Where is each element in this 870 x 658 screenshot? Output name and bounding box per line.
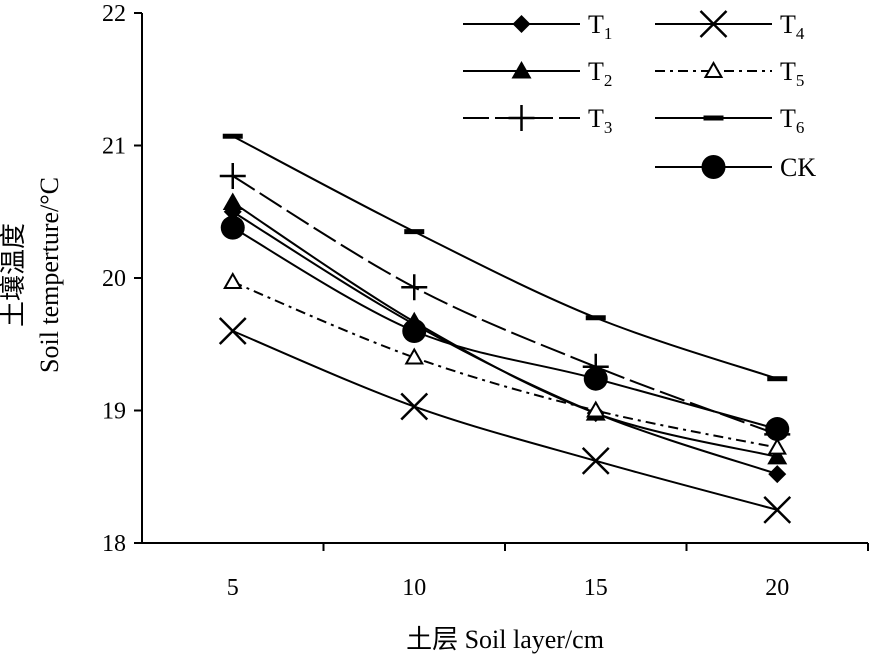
series-line-t2 [232, 201, 778, 458]
data-point-t4 [763, 495, 792, 524]
data-point-t5 [767, 437, 787, 455]
legend-item-t6: T6 [655, 104, 804, 137]
y-tick-label: 18 [102, 531, 126, 557]
legend-label: CK [780, 153, 816, 182]
legend-marker [512, 15, 531, 33]
data-point-ck [765, 417, 790, 442]
axes [141, 13, 868, 544]
legend-item-t5: T5 [655, 57, 804, 90]
legend-item-t2: T2 [463, 57, 612, 90]
legend-label: T6 [780, 104, 804, 137]
legend-marker [699, 10, 728, 38]
series-t5 [223, 271, 787, 455]
legend-marker [511, 61, 532, 79]
legend-item-ck: CK [655, 153, 816, 182]
data-point-t3 [401, 274, 428, 301]
series-line-ck [232, 226, 778, 431]
y-tick-label: 20 [102, 266, 126, 292]
data-point-t2 [767, 446, 788, 465]
x-tick-label: 5 [227, 575, 239, 601]
legend-item-t3: T3 [463, 104, 612, 137]
series-line-t4 [232, 330, 778, 511]
x-tick-label: 15 [584, 575, 608, 601]
legend-item-t1: T1 [463, 10, 612, 43]
legend-label: T5 [780, 57, 804, 90]
data-point-t2 [222, 192, 243, 210]
data-point-t5 [223, 271, 243, 289]
legend-label: T2 [588, 57, 612, 90]
y-axis-title-en: Soil temperture/°C [35, 177, 64, 373]
legend-label: T3 [588, 104, 612, 137]
series-layer [218, 133, 792, 524]
data-point-t6 [404, 229, 425, 235]
x-tick-label: 20 [765, 575, 789, 601]
y-axis-title-cn: 土壤温度 [0, 223, 28, 327]
data-point-t5 [586, 400, 606, 418]
legend-label: T4 [780, 10, 805, 43]
legend-marker [703, 60, 724, 78]
legend: T1 T2 T3 T4 T5 T6 CK [463, 10, 816, 182]
legend-marker [701, 155, 726, 179]
series-t6 [222, 133, 788, 382]
series-line-t3 [232, 175, 778, 436]
legend-marker [703, 115, 724, 121]
series-t3 [219, 162, 791, 448]
x-ticks: 5 10 15 20 [227, 543, 869, 601]
series-t4 [218, 317, 792, 524]
series-line-t5 [232, 281, 778, 449]
data-point-t4 [581, 446, 610, 475]
y-tick-label: 21 [102, 134, 126, 160]
data-point-t3 [219, 162, 246, 189]
legend-marker [508, 105, 535, 131]
legend-label: T1 [588, 10, 612, 43]
x-tick-label: 10 [402, 575, 426, 601]
series-line-t6 [232, 135, 778, 380]
data-point-t1 [768, 465, 787, 484]
data-point-t6 [585, 315, 606, 321]
data-point-ck [220, 215, 245, 240]
data-point-t4 [218, 317, 247, 345]
legend-item-t4: T4 [655, 10, 805, 43]
y-tick-label: 22 [102, 1, 126, 27]
data-point-ck [402, 319, 427, 343]
series-ck [220, 215, 790, 442]
data-point-t6 [222, 133, 243, 139]
data-point-ck [583, 366, 608, 391]
series-t2 [222, 192, 788, 465]
x-axis-title: 土层 Soil layer/cm [406, 625, 604, 654]
data-point-t4 [400, 392, 429, 421]
y-tick-label: 19 [102, 399, 126, 425]
y-ticks: 18 19 20 21 22 [102, 1, 142, 557]
data-point-t6 [767, 376, 788, 382]
data-point-t5 [404, 347, 424, 365]
